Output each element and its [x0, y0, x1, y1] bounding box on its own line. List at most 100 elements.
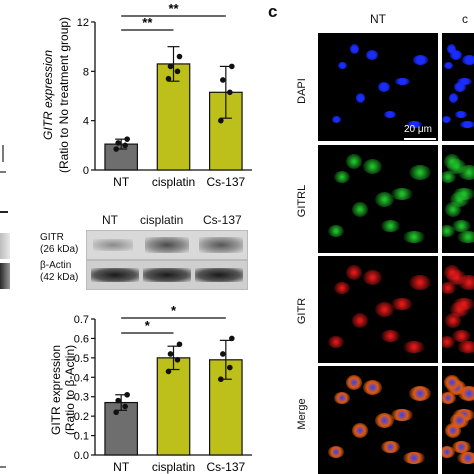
bot-ytick-label: 0.0: [74, 450, 89, 462]
micro-cell: [442, 282, 457, 295]
micro-image-merge-col1: [442, 366, 474, 474]
partial-blot-mark: [0, 211, 8, 213]
micro-cell: [451, 441, 471, 453]
top-ylabel-line1: GITR expression: [41, 50, 55, 140]
micro-col-label-nt: NT: [370, 12, 386, 26]
bot-point-0-2: [115, 397, 121, 404]
top-point-2-1: [227, 89, 233, 96]
blot-lane-cs137: Cs-137: [203, 213, 242, 227]
micro-cell: [442, 392, 457, 405]
bot-point-2-2: [220, 351, 226, 357]
micro-cell: [331, 115, 341, 123]
micro-row-label-merge: Merge: [296, 398, 308, 430]
blot-lane-nt: NT: [102, 213, 118, 227]
top-point-0-1: [122, 142, 128, 149]
micro-cell: [412, 55, 428, 65]
bot-ytick-label: 0.7: [74, 314, 89, 326]
micro-cell: [328, 335, 344, 348]
bot-ytick-label: 0.4: [74, 372, 89, 384]
bot-point-2-0: [218, 376, 224, 383]
micro-cell: [391, 298, 413, 311]
micro-cell: [450, 191, 470, 207]
micro-cell: [362, 269, 382, 285]
micro-cell: [346, 374, 362, 390]
top-ytick-label: 8: [83, 66, 89, 78]
micro-cell: [328, 446, 344, 459]
partial-blot-strip-1: [0, 233, 10, 259]
micro-image-gitr-col0: [318, 256, 438, 363]
blot-actin-band-nt: [91, 268, 139, 282]
micro-cell: [448, 92, 458, 103]
blot-lane-cisplatin: cisplatin: [140, 213, 184, 227]
bot-sig-label-0: *: [145, 318, 151, 333]
micro-cell: [384, 110, 396, 118]
top-xlabel-0: NT: [113, 175, 130, 189]
bot-bar-1: [156, 357, 191, 456]
blot-actin-band-cisplatin: [143, 268, 191, 282]
micro-cell: [380, 441, 400, 453]
top-chart-ylabel: GITR expression (Ratio to No treatment g…: [41, 17, 71, 173]
micro-cell: [409, 164, 431, 180]
micro-row-label-gitrl: GITRL: [296, 184, 308, 218]
top-chart-xlabels: NT cisplatin Cs-137: [113, 175, 245, 189]
top-ylabel-line2: (Ratio to No treatment group): [57, 17, 71, 173]
bot-ytick-label: 0.1: [74, 431, 89, 443]
micro-cell: [443, 374, 460, 390]
top-ytick-label: 0: [83, 165, 89, 177]
bottom-chart-xlabels: NT cisplatin Cs-137: [113, 460, 245, 474]
micro-cell: [458, 275, 474, 291]
micro-cell: [334, 171, 350, 184]
bot-ytick-label: 0.2: [74, 411, 89, 423]
micro-cell: [362, 380, 382, 396]
micro-cell: [374, 191, 394, 207]
micro-cell: [409, 385, 431, 401]
top-ytick-label: 12: [77, 17, 89, 29]
micro-cell: [406, 121, 422, 129]
micro-cell: [409, 275, 431, 291]
western-blot-panel: NT cisplatin Cs-137 GITR (26 kDa) β-Acti…: [0, 205, 300, 295]
bot-point-1-3: [176, 341, 183, 348]
top-point-0-2: [115, 140, 121, 146]
micro-cell: [380, 220, 400, 232]
blot-row-actin-label: β-Actin (42 kDa): [40, 260, 78, 284]
micro-cell: [456, 78, 472, 86]
blot-row-gitr-label: GITR (26 kDa): [40, 232, 78, 256]
bot-point-1-0: [165, 368, 172, 375]
panel-letter-c: c: [268, 2, 278, 21]
scale-bar: [404, 138, 436, 140]
top-bar-2: [209, 91, 243, 171]
bot-point-1-1: [174, 357, 181, 363]
bottom-chart-ylabel: GITR expression (Ratio to β-Actin): [49, 345, 77, 435]
micro-cell: [447, 44, 457, 55]
blot-gitr-membrane: [86, 230, 248, 260]
top-point-1-0: [165, 75, 172, 82]
micro-cell: [391, 187, 413, 200]
micro-image-gitrl-col0: [318, 145, 438, 253]
blot-gitr-band-cisplatin: [145, 237, 189, 253]
top-sig-label-1: **: [168, 1, 179, 16]
blot-actin-band-cs137: [195, 268, 243, 282]
blot-row-gitr-size: (26 kDa): [40, 244, 79, 255]
micro-cell: [328, 225, 344, 238]
micro-cell: [391, 408, 413, 421]
blot-gitr-band-cs137: [199, 237, 243, 253]
micro-cell: [456, 230, 474, 243]
top-point-0-0: [113, 146, 119, 152]
micro-cell: [450, 302, 470, 317]
micro-cell: [461, 55, 474, 65]
micro-cell: [442, 115, 452, 123]
top-point-2-2: [220, 77, 226, 83]
top-point-2-0: [218, 117, 224, 124]
bot-xlabel-1: cisplatin: [152, 460, 195, 474]
micro-cell: [349, 44, 359, 55]
bot-point-2-3: [229, 335, 235, 342]
micro-cell: [374, 302, 394, 317]
micro-cell: [366, 49, 378, 60]
micro-cell: [450, 412, 470, 428]
micro-cell: [374, 412, 394, 428]
bot-point-0-1: [122, 403, 128, 410]
bot-xlabel-2: Cs-137: [206, 460, 245, 474]
micro-cell: [403, 230, 425, 243]
micro-cell: [442, 446, 455, 459]
top-sig-label-0: **: [142, 15, 153, 30]
